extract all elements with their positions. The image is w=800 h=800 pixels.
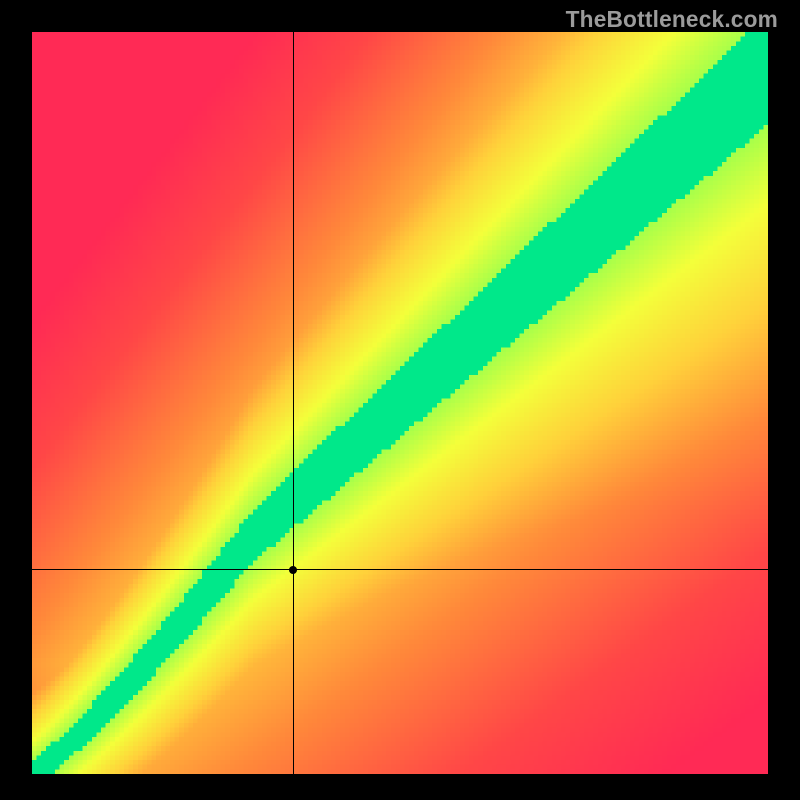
- heatmap-plot: [32, 32, 768, 774]
- heatmap-canvas: [32, 32, 768, 774]
- crosshair-horizontal: [32, 569, 768, 570]
- watermark-label: TheBottleneck.com: [566, 6, 778, 33]
- chart-container: TheBottleneck.com: [0, 0, 800, 800]
- crosshair-vertical: [293, 32, 294, 774]
